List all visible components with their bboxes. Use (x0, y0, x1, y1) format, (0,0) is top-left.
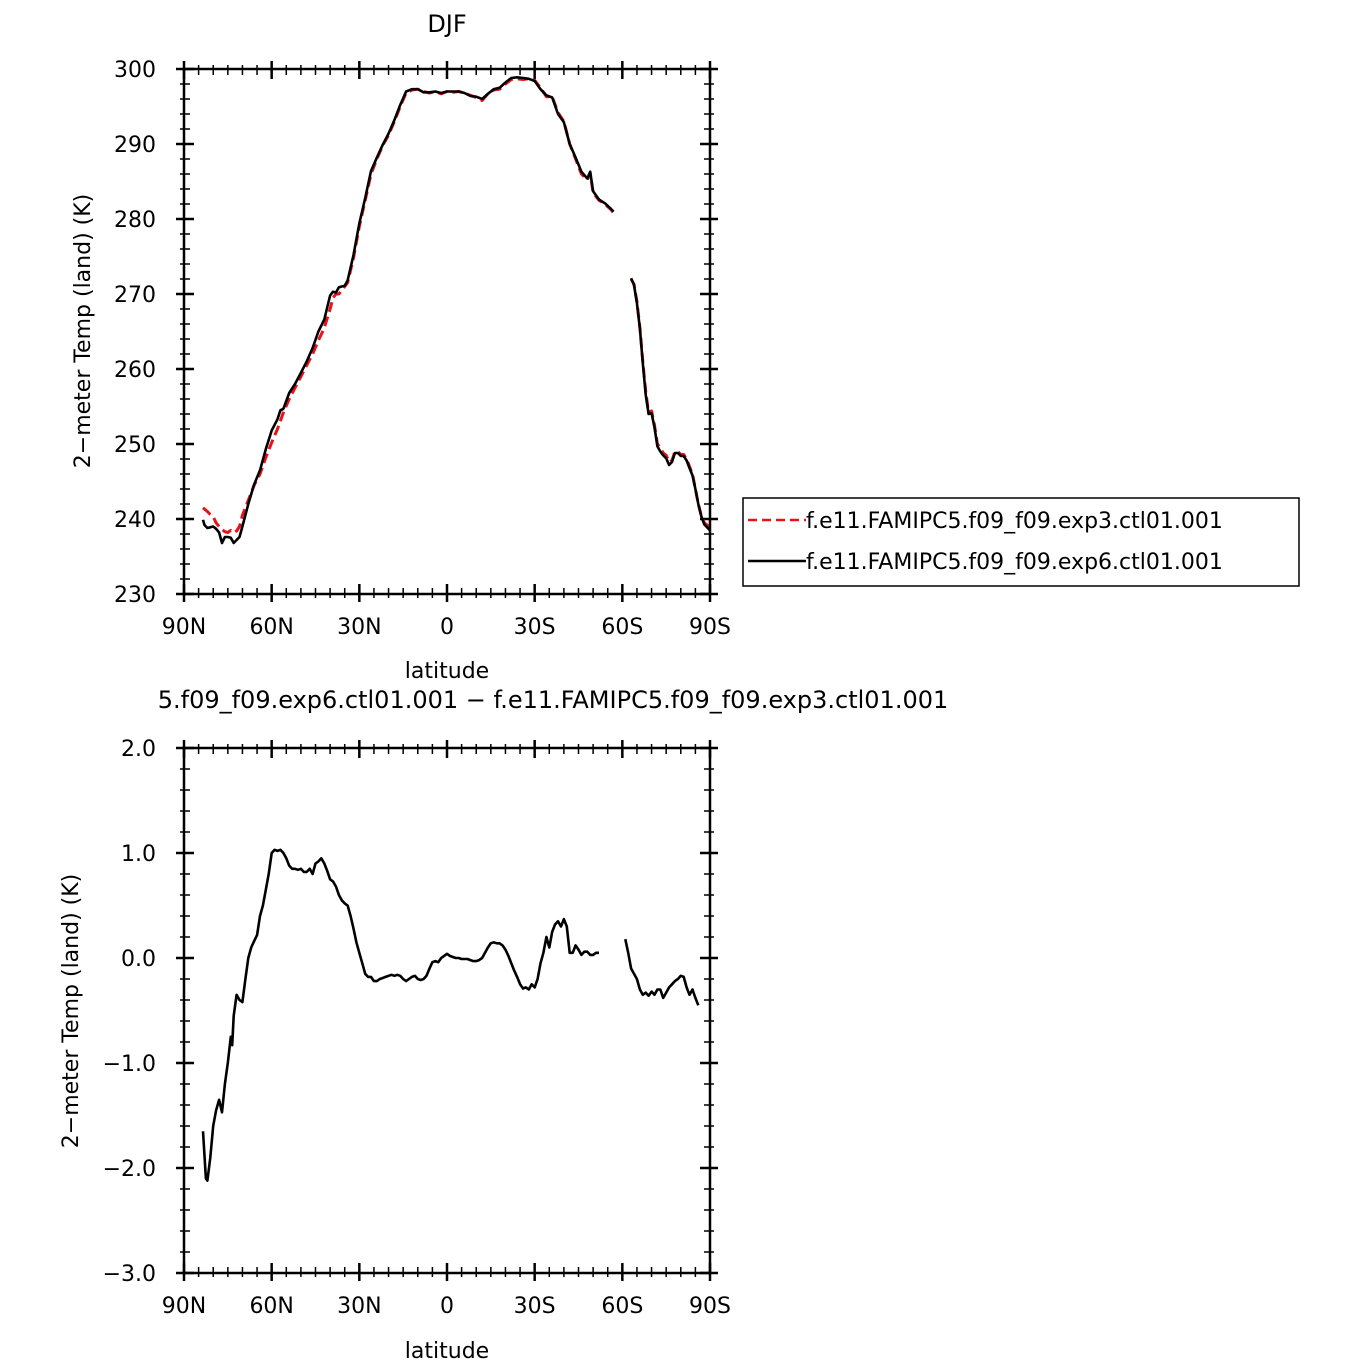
top-x-tick-label: 60S (601, 615, 643, 640)
top-y-tick-label: 260 (114, 358, 156, 383)
bottom-y-tick-label: 1.0 (121, 842, 156, 867)
bottom-y-tick-label: −1.0 (103, 1052, 156, 1077)
bottom-series-group (201, 848, 700, 1182)
top-tick-labels: 90N 60N 30N 0 30S 60S 90S 230 240 250 260 270 280 290… (114, 58, 731, 640)
top-y-tick-label: 270 (114, 283, 156, 308)
top-plot-frame (182, 67, 712, 596)
top-x-axis-label: latitude (405, 659, 489, 684)
bottom-x-axis-label: latitude (405, 1339, 489, 1364)
top-x-tick-label: 30N (337, 615, 381, 640)
top-y-tick-label: 290 (114, 133, 156, 158)
legend-box (742, 497, 1300, 587)
top-chart-title: DJF (427, 10, 466, 38)
legend-label-exp3: f.e11.FAMIPC5.f09_f09.exp3.ctl01.001 (806, 509, 1223, 534)
bottom-y-tick-label: 2.0 (121, 737, 156, 762)
bottom-x-tick-label: 30N (337, 1294, 381, 1319)
top-y-tick-label: 280 (114, 208, 156, 233)
top-x-tick-label: 30S (514, 615, 556, 640)
bottom-series-0-line (201, 848, 599, 1182)
bottom-panel: 5.f09_f09.exp6.ctl01.001 − f.e11.FAMIPC5… (59, 686, 948, 1364)
top-x-tick-label: 90S (689, 615, 731, 640)
bottom-x-tick-label: 90N (162, 1294, 206, 1319)
top-y-tick-label: 300 (114, 58, 156, 83)
top-x-tick-label: 0 (440, 615, 454, 640)
bottom-x-tick-label: 30S (514, 1294, 556, 1319)
top-series-1-line (629, 277, 711, 532)
top-panel: DJF 90N 60N 30N 0 30S 60S 90S 230 240 250 260 270 28… (71, 10, 1300, 684)
bottom-x-tick-label: 60S (601, 1294, 643, 1319)
top-series-group (201, 76, 712, 545)
bottom-y-tick-label: 0.0 (121, 947, 156, 972)
bottom-x-tick-label: 0 (440, 1294, 454, 1319)
top-series-1-line (201, 76, 615, 545)
bottom-chart-title: 5.f09_f09.exp6.ctl01.001 − f.e11.FAMIPC5… (158, 686, 949, 714)
bottom-series-0-line (624, 938, 700, 1006)
bottom-x-tick-label: 60N (249, 1294, 293, 1319)
bottom-y-axis-label: 2−meter Temp (land) (K) (59, 874, 84, 1148)
bottom-y-tick-label: −3.0 (103, 1262, 156, 1287)
top-y-tick-label: 240 (114, 508, 156, 533)
top-x-tick-label: 90N (162, 615, 206, 640)
top-y-tick-label: 230 (114, 583, 156, 608)
bottom-plot-frame (182, 746, 712, 1275)
top-x-tick-label: 60N (249, 615, 293, 640)
bottom-tick-labels: 90N 60N 30N 0 30S 60S 90S 2.0 1.0 0.0 −1.0 −2.0 −3.0 (103, 737, 731, 1319)
bottom-y-tick-label: −2.0 (103, 1157, 156, 1182)
bottom-x-tick-label: 90S (689, 1294, 731, 1319)
top-y-axis-label: 2−meter Temp (land) (K) (71, 194, 96, 468)
legend-label-exp6: f.e11.FAMIPC5.f09_f09.exp6.ctl01.001 (806, 550, 1223, 575)
legend: f.e11.FAMIPC5.f09_f09.exp3.ctl01.001 f.e… (742, 497, 1300, 587)
top-y-tick-label: 250 (114, 433, 156, 458)
